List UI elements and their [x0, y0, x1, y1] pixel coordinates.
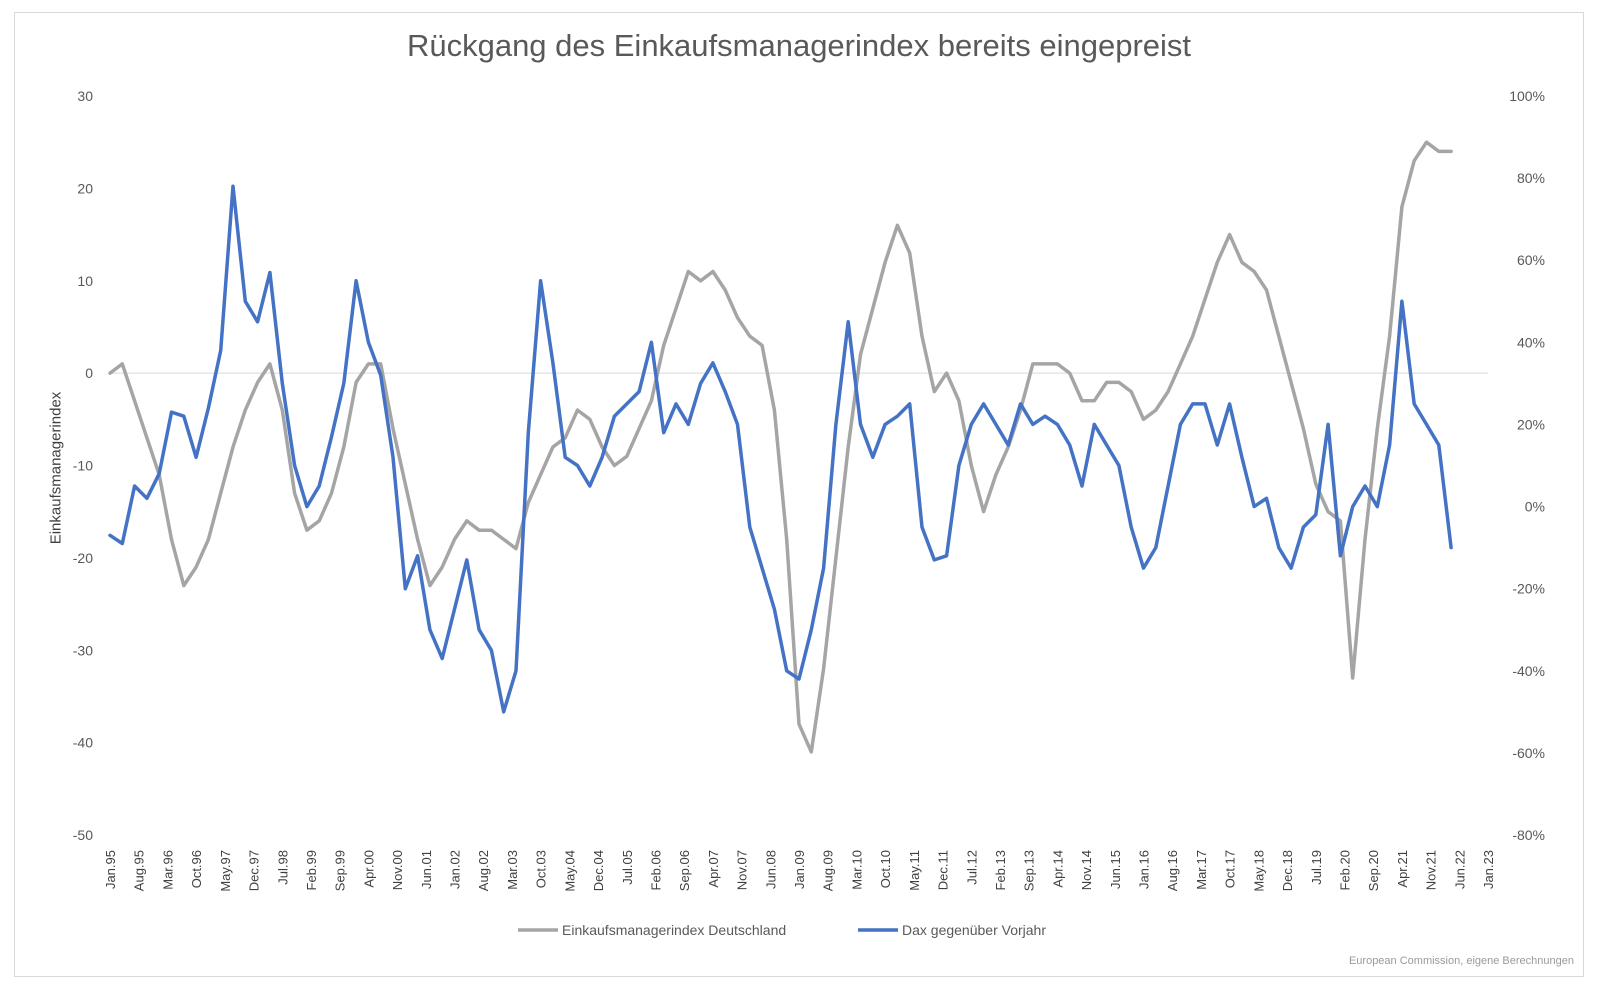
y2-tick-label: 20% — [1517, 416, 1545, 432]
x-tick-label: Oct.96 — [189, 850, 204, 888]
x-tick-label: Aug.95 — [132, 850, 147, 891]
x-tick-label: Dec.18 — [1280, 850, 1295, 891]
x-tick-label: Dec.04 — [591, 850, 606, 891]
x-tick-label: Aug.16 — [1165, 850, 1180, 891]
x-tick-label: Oct.17 — [1223, 850, 1238, 888]
y-tick-label: -20 — [73, 550, 93, 566]
x-tick-label: Apr.14 — [1050, 850, 1065, 888]
x-tick-label: Jan.16 — [1137, 850, 1152, 889]
y-tick-label: -10 — [73, 458, 93, 474]
x-tick-label: Dec.11 — [936, 850, 951, 890]
x-tick-label: Jan.23 — [1481, 850, 1496, 889]
x-tick-label: Mar.10 — [849, 850, 864, 890]
y2-tick-label: 0% — [1525, 499, 1545, 515]
x-tick-label: Mar.17 — [1194, 850, 1209, 890]
y-tick-label: -30 — [73, 642, 93, 658]
x-tick-label: Jun.01 — [419, 850, 434, 889]
y2-tick-label: 80% — [1517, 170, 1545, 186]
x-tick-label: Aug.09 — [821, 850, 836, 891]
x-tick-label: Feb.06 — [648, 850, 663, 890]
x-tick-label: Sep.06 — [677, 850, 692, 891]
x-tick-label: Jul.12 — [964, 850, 979, 885]
x-tick-label: Mar.96 — [160, 850, 175, 890]
x-tick-label: Jan.09 — [792, 850, 807, 889]
x-tick-label: Oct.10 — [878, 850, 893, 888]
y2-tick-label: 60% — [1517, 252, 1545, 268]
x-tick-label: Jul.05 — [620, 850, 635, 885]
y2-tick-label: -20% — [1512, 581, 1545, 597]
x-tick-label: Mar.03 — [505, 850, 520, 890]
x-tick-label: Sep.13 — [1022, 850, 1037, 891]
source-note: European Commission, eigene Berechnungen — [1348, 955, 1574, 967]
x-tick-label: May.18 — [1251, 850, 1266, 892]
x-tick-label: Jun.22 — [1452, 850, 1467, 889]
legend-label-1: Einkaufsmanagerindex Deutschland — [562, 922, 786, 938]
y-tick-label: 0 — [85, 365, 93, 381]
y2-tick-label: 100% — [1509, 88, 1545, 104]
x-tick-label: Dec.97 — [247, 850, 262, 891]
y2-tick-label: -60% — [1512, 745, 1545, 761]
x-tick-label: Apr.07 — [706, 850, 721, 888]
x-tick-label: Jul.98 — [275, 850, 290, 885]
chart-frame — [14, 12, 1584, 977]
series-line-2 — [108, 184, 1453, 714]
x-tick-label: Jul.19 — [1309, 850, 1324, 885]
x-tick-label: Feb.20 — [1337, 850, 1352, 890]
x-tick-label: May.04 — [562, 850, 577, 892]
x-tick-label: Nov.14 — [1079, 850, 1094, 890]
x-tick-label: Nov.07 — [735, 850, 750, 890]
y-tick-label: 30 — [77, 88, 93, 104]
x-tick-label: Oct.03 — [534, 850, 549, 888]
x-tick-label: Feb.99 — [304, 850, 319, 890]
y2-tick-label: -80% — [1512, 827, 1545, 843]
x-tick-label: Nov.00 — [390, 850, 405, 890]
x-tick-label: May.11 — [907, 850, 922, 891]
chart-title: Rückgang des Einkaufsmanagerindex bereit… — [406, 28, 1192, 63]
y2-tick-label: 40% — [1517, 334, 1545, 350]
x-tick-label: Aug.02 — [476, 850, 491, 891]
x-tick-label: Jan.02 — [448, 850, 463, 889]
x-tick-label: Jan.95 — [103, 850, 118, 889]
y-tick-label: 20 — [77, 180, 93, 196]
x-tick-label: Apr.00 — [361, 850, 376, 888]
legend-label-2: Dax gegenüber Vorjahr — [902, 922, 1046, 938]
y-tick-label: -50 — [73, 827, 93, 843]
x-tick-label: Jun.15 — [1108, 850, 1123, 889]
x-tick-label: Jun.08 — [763, 850, 778, 889]
x-tick-label: Apr.21 — [1395, 850, 1410, 888]
series-line-1 — [108, 140, 1453, 754]
x-tick-label: May.97 — [218, 850, 233, 892]
x-tick-label: Nov.21 — [1424, 850, 1439, 890]
x-tick-label: Sep.20 — [1366, 850, 1381, 891]
y2-tick-label: -40% — [1512, 663, 1545, 679]
x-tick-label: Sep.99 — [333, 850, 348, 891]
y-tick-label: 10 — [77, 273, 93, 289]
x-tick-label: Feb.13 — [993, 850, 1008, 890]
y-tick-label: -40 — [73, 735, 93, 751]
